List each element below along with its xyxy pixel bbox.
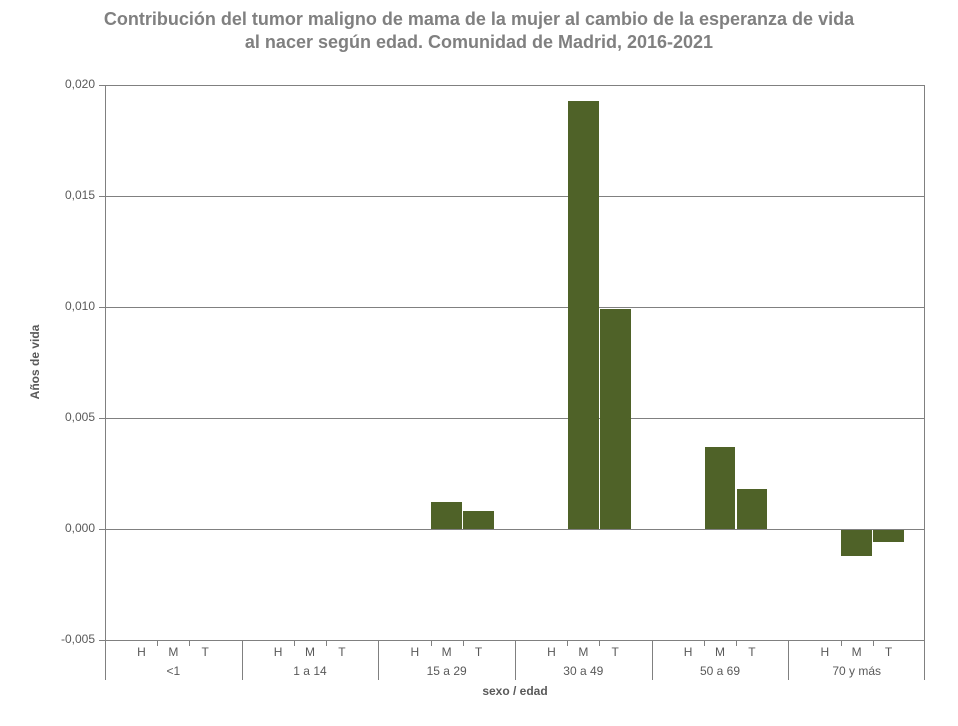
group-tick xyxy=(924,640,925,680)
y-tick-label: 0,000 xyxy=(0,521,95,535)
subcat-label: M xyxy=(295,645,326,659)
bar xyxy=(873,529,904,542)
y-axis-label: Años de vida xyxy=(28,262,42,462)
x-axis-label: sexo / edad xyxy=(105,684,925,698)
bar xyxy=(841,529,872,556)
y-tick-mark xyxy=(99,529,105,530)
bar xyxy=(600,309,631,529)
subcat-label: M xyxy=(158,645,189,659)
chart-area: -0,0050,0000,0050,0100,0150,020HMT<1HMT1… xyxy=(0,0,958,726)
bar xyxy=(737,489,768,529)
gridline xyxy=(105,196,925,197)
plot-right-border xyxy=(924,85,925,640)
group-label: 15 a 29 xyxy=(378,664,515,678)
subcat-label: H xyxy=(263,645,294,659)
group-label: 70 y más xyxy=(788,664,925,678)
group-label: <1 xyxy=(105,664,242,678)
chart-container: Contribución del tumor maligno de mama d… xyxy=(0,0,958,726)
plot-left-border xyxy=(105,85,106,640)
bar xyxy=(705,447,736,529)
bar xyxy=(463,511,494,529)
subcat-label: M xyxy=(431,645,462,659)
gridline xyxy=(105,418,925,419)
subcat-label: T xyxy=(463,645,494,659)
subcat-label: H xyxy=(809,645,840,659)
y-tick-label: 0,015 xyxy=(0,188,95,202)
zero-line xyxy=(105,529,925,530)
y-tick-label: 0,010 xyxy=(0,299,95,313)
y-tick-label: 0,005 xyxy=(0,410,95,424)
y-tick-mark xyxy=(99,196,105,197)
subcat-label: T xyxy=(600,645,631,659)
y-tick-label: 0,020 xyxy=(0,77,95,91)
bar xyxy=(431,502,462,529)
gridline xyxy=(105,85,925,86)
subcat-label: H xyxy=(673,645,704,659)
subcat-label: T xyxy=(873,645,904,659)
group-tick xyxy=(105,640,106,680)
subcat-label: M xyxy=(841,645,872,659)
y-tick-mark xyxy=(99,418,105,419)
y-tick-label: -0,005 xyxy=(0,632,95,646)
subcat-label: H xyxy=(536,645,567,659)
plot-area xyxy=(105,85,925,640)
subcat-label: H xyxy=(399,645,430,659)
subcat-label: M xyxy=(705,645,736,659)
subcat-label: T xyxy=(327,645,358,659)
group-label: 30 a 49 xyxy=(515,664,652,678)
subcat-label: H xyxy=(126,645,157,659)
y-tick-mark xyxy=(99,307,105,308)
gridline xyxy=(105,307,925,308)
group-label: 1 a 14 xyxy=(242,664,379,678)
subcat-label: T xyxy=(190,645,221,659)
bar xyxy=(568,101,599,529)
subcat-label: M xyxy=(568,645,599,659)
y-tick-mark xyxy=(99,85,105,86)
group-label: 50 a 69 xyxy=(652,664,789,678)
subcat-label: T xyxy=(737,645,768,659)
